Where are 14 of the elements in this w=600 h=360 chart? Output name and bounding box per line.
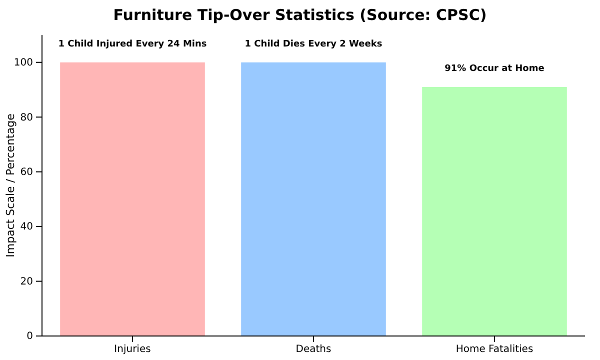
x-tick-label: Injuries <box>114 344 151 356</box>
y-tick-label: 100 <box>14 58 33 69</box>
annotation: 1 Child Injured Every 24 Mins <box>58 39 207 50</box>
y-axis-title: Impact Scale / Percentage <box>4 113 17 258</box>
annotation: 1 Child Dies Every 2 Weeks <box>244 39 382 50</box>
x-tick-label: Deaths <box>296 344 332 356</box>
y-tick-label: 20 <box>20 276 33 288</box>
y-tick-label: 40 <box>20 222 33 233</box>
chart-title: Furniture Tip-Over Statistics (Source: CPSC) <box>113 6 487 24</box>
annotation: 91% Occur at Home <box>444 64 544 74</box>
y-tick-label: 60 <box>20 167 33 178</box>
y-tick-label: 0 <box>26 331 33 342</box>
y-tick-label: 80 <box>20 112 33 124</box>
x-tick-label: Home Fatalities <box>456 344 534 356</box>
